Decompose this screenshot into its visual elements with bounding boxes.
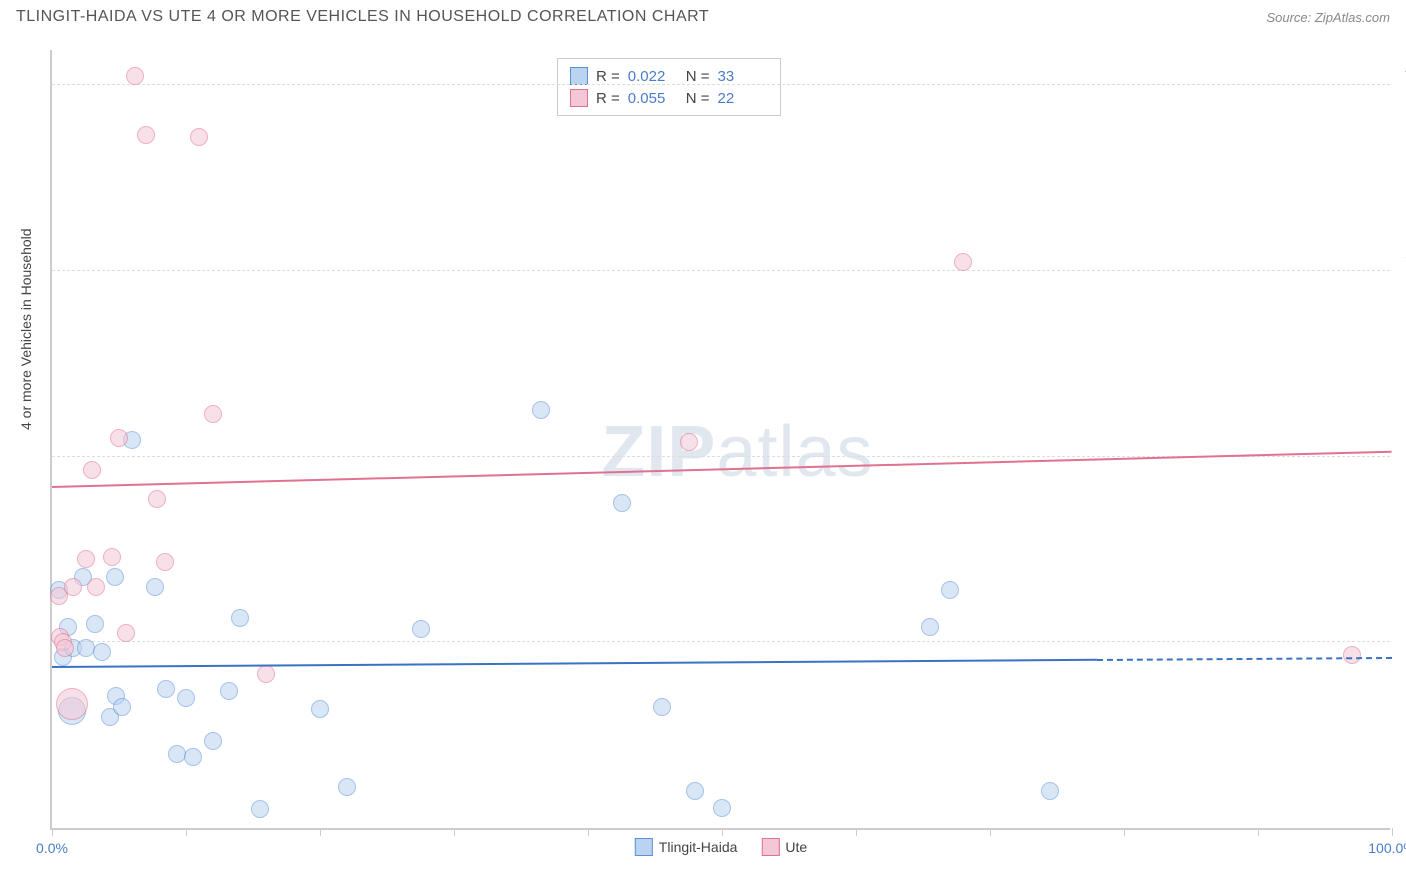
scatter-point bbox=[156, 553, 174, 571]
scatter-point bbox=[56, 688, 88, 720]
scatter-point bbox=[146, 578, 164, 596]
scatter-point bbox=[86, 615, 104, 633]
scatter-point bbox=[338, 778, 356, 796]
x-tick bbox=[320, 828, 321, 836]
r-label: R = bbox=[596, 90, 620, 107]
series-legend: Tlingit-Haida Ute bbox=[635, 838, 807, 856]
watermark: ZIPatlas bbox=[601, 411, 873, 493]
scatter-point bbox=[713, 799, 731, 817]
scatter-point bbox=[157, 680, 175, 698]
legend-swatch bbox=[761, 838, 779, 856]
gridline bbox=[52, 641, 1390, 642]
chart-header: TLINGIT-HAIDA VS UTE 4 OR MORE VEHICLES … bbox=[0, 0, 1406, 38]
x-tick bbox=[1392, 828, 1393, 836]
scatter-point bbox=[168, 745, 186, 763]
x-tick bbox=[52, 828, 53, 836]
n-value: 22 bbox=[718, 90, 768, 107]
scatter-point bbox=[93, 643, 111, 661]
x-tick bbox=[1258, 828, 1259, 836]
legend-item: Tlingit-Haida bbox=[635, 838, 738, 856]
series-swatch bbox=[570, 89, 588, 107]
correlation-stats-box: R = 0.022 N = 33 R = 0.055 N = 22 bbox=[557, 58, 781, 116]
x-tick bbox=[1124, 828, 1125, 836]
r-value: 0.055 bbox=[628, 90, 678, 107]
scatter-point bbox=[680, 433, 698, 451]
scatter-point bbox=[532, 401, 550, 419]
scatter-point bbox=[653, 698, 671, 716]
x-tick bbox=[454, 828, 455, 836]
scatter-point bbox=[148, 490, 166, 508]
scatter-point bbox=[103, 548, 121, 566]
scatter-point bbox=[220, 682, 238, 700]
scatter-point bbox=[106, 568, 124, 586]
scatter-point bbox=[412, 620, 430, 638]
n-label: N = bbox=[686, 90, 710, 107]
x-tick bbox=[186, 828, 187, 836]
scatter-point bbox=[113, 698, 131, 716]
y-axis-label: 4 or more Vehicles in Household bbox=[18, 228, 34, 430]
gridline bbox=[52, 84, 1390, 85]
scatter-point bbox=[921, 618, 939, 636]
scatter-point bbox=[1041, 782, 1059, 800]
scatter-point bbox=[126, 67, 144, 85]
scatter-point bbox=[257, 665, 275, 683]
x-tick bbox=[990, 828, 991, 836]
scatter-point bbox=[686, 782, 704, 800]
legend-label: Tlingit-Haida bbox=[659, 839, 738, 855]
legend-label: Ute bbox=[785, 839, 807, 855]
x-tick-label: 0.0% bbox=[36, 840, 68, 856]
scatter-point bbox=[941, 581, 959, 599]
scatter-point bbox=[117, 624, 135, 642]
scatter-point bbox=[231, 609, 249, 627]
x-tick bbox=[722, 828, 723, 836]
n-value: 33 bbox=[718, 68, 768, 85]
scatter-point bbox=[77, 550, 95, 568]
scatter-point bbox=[204, 732, 222, 750]
legend-swatch bbox=[635, 838, 653, 856]
chart-source: Source: ZipAtlas.com bbox=[1266, 10, 1390, 25]
chart-title: TLINGIT-HAIDA VS UTE 4 OR MORE VEHICLES … bbox=[16, 8, 709, 26]
scatter-point bbox=[87, 578, 105, 596]
x-tick bbox=[856, 828, 857, 836]
scatter-point bbox=[1343, 646, 1361, 664]
x-tick bbox=[588, 828, 589, 836]
series-swatch bbox=[570, 67, 588, 85]
gridline bbox=[52, 270, 1390, 271]
scatter-point bbox=[613, 494, 631, 512]
scatter-point bbox=[190, 128, 208, 146]
scatter-point bbox=[77, 639, 95, 657]
scatter-point bbox=[110, 429, 128, 447]
r-label: R = bbox=[596, 68, 620, 85]
scatter-point bbox=[177, 689, 195, 707]
legend-item: Ute bbox=[761, 838, 807, 856]
scatter-point bbox=[56, 639, 74, 657]
scatter-point bbox=[204, 405, 222, 423]
scatter-point bbox=[184, 748, 202, 766]
scatter-point bbox=[83, 461, 101, 479]
scatter-plot-area: ZIPatlas R =0.022N =33R =0.055N =22 Tlin… bbox=[50, 50, 1390, 830]
n-label: N = bbox=[686, 68, 710, 85]
x-tick-label: 100.0% bbox=[1368, 840, 1406, 856]
scatter-point bbox=[64, 578, 82, 596]
trend-line bbox=[52, 659, 1097, 668]
scatter-point bbox=[954, 253, 972, 271]
scatter-point bbox=[251, 800, 269, 818]
stats-row: R = 0.055 N = 22 bbox=[570, 87, 768, 109]
r-value: 0.022 bbox=[628, 68, 678, 85]
scatter-point bbox=[137, 126, 155, 144]
scatter-point bbox=[311, 700, 329, 718]
